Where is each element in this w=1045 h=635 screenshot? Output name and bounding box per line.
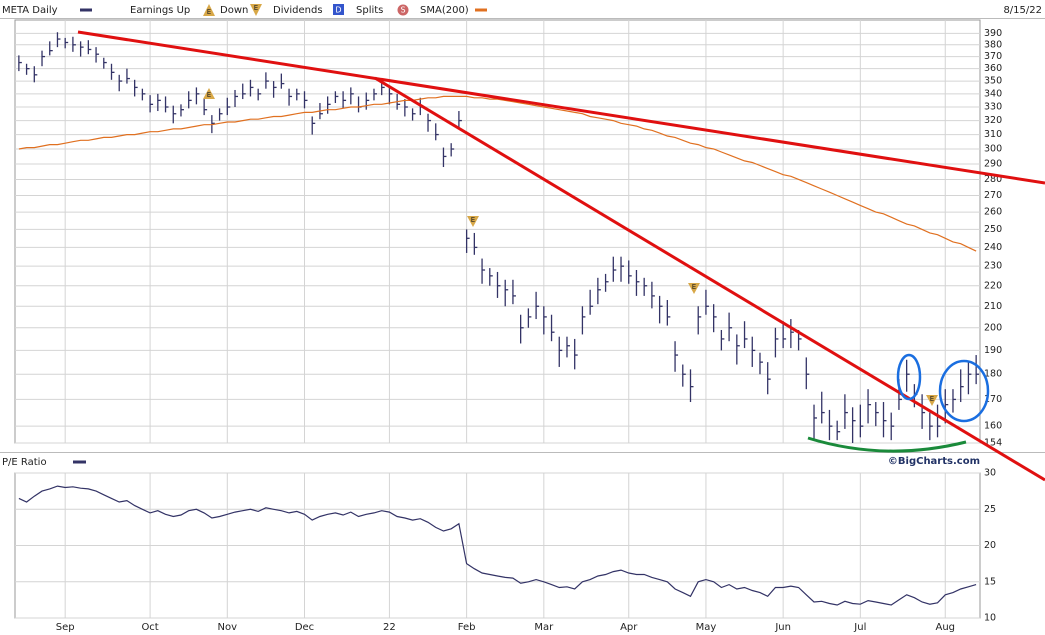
y-tick-label: 350	[984, 76, 1002, 87]
y-tick-label: 360	[984, 63, 1002, 74]
x-tick-label: Feb	[458, 622, 476, 633]
y-tick-label: 300	[984, 144, 1002, 155]
trend-line	[374, 76, 1045, 482]
y-tick-label: 30	[984, 468, 996, 479]
earnings-marker: E	[688, 283, 700, 294]
icon-label: E	[207, 8, 211, 16]
y-tick-label: 190	[984, 345, 1002, 356]
base-arc	[807, 436, 967, 453]
sma-line	[18, 95, 977, 252]
y-tick-label: 230	[984, 261, 1002, 272]
legend-label: Splits	[356, 5, 383, 16]
pe-line	[18, 485, 977, 606]
y-tick-label: 220	[984, 280, 1002, 291]
y-tick-label: 330	[984, 102, 1002, 113]
x-tick-label: Sep	[56, 622, 75, 633]
y-tick-label: 210	[984, 301, 1002, 312]
icon-label: S	[400, 6, 405, 15]
legend-label: Down	[220, 5, 248, 16]
x-tick-label: Mar	[534, 622, 554, 633]
x-tick-label: Oct	[141, 622, 158, 633]
y-tick-label: 320	[984, 115, 1002, 126]
y-tick-label: 290	[984, 158, 1002, 169]
y-tick-label: 390	[984, 28, 1002, 39]
x-tick-label: Apr	[620, 622, 638, 633]
y-tick-label: 20	[984, 540, 996, 551]
highlight-ellipse	[896, 353, 922, 401]
y-tick-label: 370	[984, 51, 1002, 62]
dividends-icon: D	[333, 4, 344, 15]
ticker: META Daily	[2, 5, 58, 16]
y-tick-label: 200	[984, 322, 1002, 333]
y-tick-label: 250	[984, 224, 1002, 235]
legend-label: Dividends	[273, 5, 323, 16]
earnings-marker: E	[203, 88, 215, 99]
y-tick-label: 270	[984, 190, 1002, 201]
x-tick-label: 22	[383, 622, 396, 633]
icon-label: E	[471, 216, 475, 224]
x-tick-label: Aug	[935, 622, 955, 633]
icon-label: E	[930, 395, 934, 403]
x-tick-label: Jun	[774, 622, 791, 633]
y-tick-label: 180	[984, 369, 1002, 380]
y-tick-label: 310	[984, 129, 1002, 140]
legend-label: SMA(200)	[420, 5, 469, 16]
icon-label: E	[692, 283, 696, 291]
y-tick-label: 160	[984, 421, 1002, 432]
highlight-ellipse	[938, 359, 990, 423]
earnings-down-icon: E	[250, 4, 262, 16]
icon-label: D	[335, 6, 341, 15]
y-tick-label: 340	[984, 88, 1002, 99]
y-tick-label: 25	[984, 504, 996, 515]
y-tick-label: 280	[984, 174, 1002, 185]
legend-label: Earnings Up	[130, 5, 190, 16]
splits-icon: S	[397, 4, 409, 16]
earnings-up-icon: E	[203, 4, 215, 16]
x-tick-label: Dec	[295, 622, 314, 633]
trend-line	[77, 30, 1045, 185]
credit: ©BigCharts.com	[888, 456, 980, 467]
y-tick-label: 240	[984, 242, 1002, 253]
y-tick-label: 154	[984, 438, 1002, 449]
y-tick-label: 380	[984, 39, 1002, 50]
pe-title: P/E Ratio	[2, 457, 47, 468]
earnings-marker: E	[467, 216, 479, 227]
y-tick-label: 260	[984, 207, 1002, 218]
icon-label: E	[254, 4, 258, 12]
annotations: E E E E	[77, 30, 1045, 482]
earnings-marker: E	[926, 395, 938, 406]
x-tick-label: May	[696, 622, 717, 633]
icon-label: E	[207, 91, 211, 99]
x-tick-label: Nov	[218, 622, 238, 633]
y-tick-label: 10	[984, 613, 996, 624]
y-tick-label: 170	[984, 394, 1002, 405]
date: 8/15/22	[1003, 5, 1042, 16]
price-panel	[14, 19, 981, 444]
x-tick-label: Jul	[853, 622, 866, 633]
y-tick-label: 15	[984, 576, 996, 587]
plot-layer: 154 160 170 180 190 200 210 220 230 240 250 260 270 2…	[15, 20, 1002, 633]
